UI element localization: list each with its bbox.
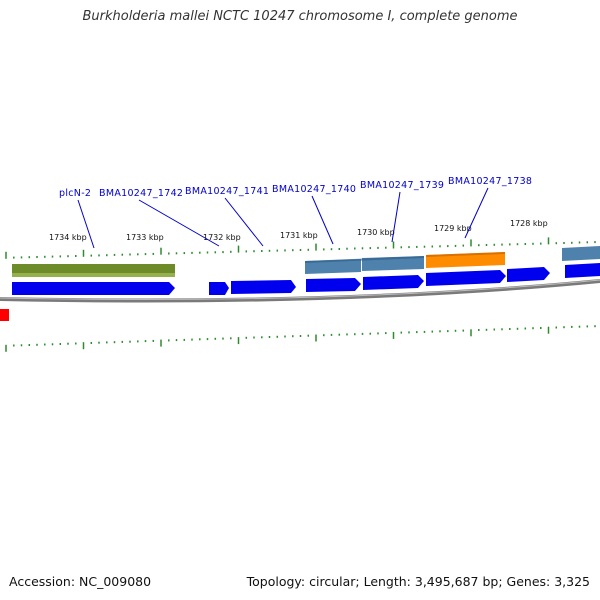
gene-track	[12, 263, 600, 295]
feature-bar-steelblue[interactable]	[305, 259, 361, 274]
footer-accession: Accession: NC_009080	[9, 574, 152, 589]
map-title: Burkholderia mallei NCTC 10247 chromosom…	[82, 9, 518, 24]
gene-arrow[interactable]	[306, 278, 361, 292]
gene-arrow[interactable]	[507, 267, 550, 282]
feature-bar-top-edge	[305, 256, 424, 263]
footer-topology: Topology: circular; Length: 3,495,687 bp…	[246, 574, 590, 589]
kbp-label: 1734 kbp	[49, 233, 87, 242]
leader-line	[464, 187, 489, 239]
gene-label-bma10247-1742[interactable]: BMA10247_1742	[99, 188, 183, 199]
leader-line	[224, 197, 264, 247]
leader-line	[391, 191, 401, 243]
gene-labels: plcN-2 BMA10247_1742 BMA10247_1741 BMA10…	[59, 176, 532, 199]
gene-arrow[interactable]	[363, 275, 424, 290]
leader-line	[138, 199, 220, 247]
kbp-label: 1730 kbp	[357, 228, 395, 237]
gene-label-bma10247-1738[interactable]: BMA10247_1738	[448, 176, 532, 187]
kbp-labels: 1734 kbp 1733 kbp 1732 kbp 1731 kbp 1730…	[49, 219, 548, 242]
feature-bar-top-edge	[426, 252, 505, 257]
gene-arrow[interactable]	[231, 280, 296, 294]
inner-tick-track	[5, 325, 596, 352]
feature-track	[12, 246, 600, 277]
feature-bar-green-shine	[12, 273, 175, 277]
leader-line	[311, 195, 334, 245]
kbp-label: 1728 kbp	[510, 219, 548, 228]
gene-arrow[interactable]	[565, 263, 600, 278]
gene-label-leaders	[77, 187, 489, 249]
kbp-label: 1729 kbp	[434, 224, 472, 233]
gene-arrow[interactable]	[12, 282, 175, 295]
gene-label-bma10247-1739[interactable]: BMA10247_1739	[360, 180, 444, 191]
outer-tick-track	[5, 237, 596, 259]
chromosome-backbone	[0, 279, 600, 303]
gene-label-plcN-2[interactable]: plcN-2	[59, 188, 91, 199]
kbp-label: 1733 kbp	[126, 233, 164, 242]
gene-arrow[interactable]	[209, 282, 229, 295]
kbp-label: 1731 kbp	[280, 231, 318, 240]
feature-bar-steelblue[interactable]	[562, 246, 600, 261]
gene-arrow[interactable]	[426, 270, 506, 286]
edge-marker[interactable]	[0, 309, 9, 321]
gene-label-bma10247-1741[interactable]: BMA10247_1741	[185, 186, 269, 197]
chromosome-backbone-highlight	[0, 279, 600, 301]
kbp-label: 1732 kbp	[203, 233, 241, 242]
leader-line	[77, 199, 95, 249]
gene-label-bma10247-1740[interactable]: BMA10247_1740	[272, 184, 356, 195]
